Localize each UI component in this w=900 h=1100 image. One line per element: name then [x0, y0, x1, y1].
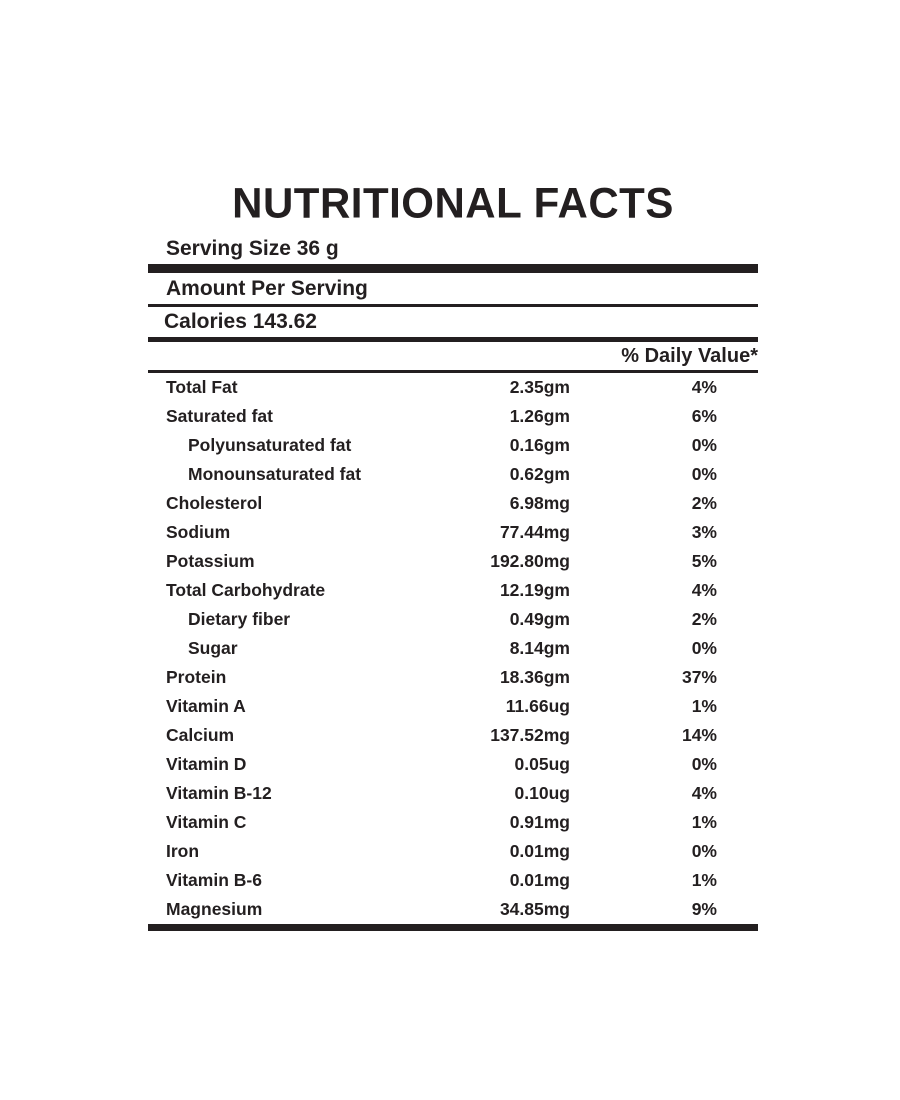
table-row: Protein 18.36gm 37%	[148, 663, 758, 692]
nutrient-daily-value: 6%	[691, 406, 717, 426]
nutrient-amount: 0.05ug	[514, 754, 570, 774]
nutrient-daily-value: 37%	[681, 667, 717, 687]
nutrient-daily-value: 2%	[691, 609, 717, 629]
nutrient-daily-value: 0%	[691, 638, 717, 658]
nutrient-amount: 34.85mg	[499, 899, 570, 919]
nutrient-amount: 18.36gm	[499, 667, 570, 687]
nutrient-name: Vitamin B-12	[166, 783, 272, 803]
divider-thin-2	[148, 370, 758, 373]
table-row: Calcium 137.52mg 14%	[148, 721, 758, 750]
table-row: Cholesterol 6.98mg 2%	[148, 489, 758, 518]
nutrient-daily-value: 1%	[691, 696, 717, 716]
nutrient-daily-value: 0%	[691, 841, 717, 861]
nutrient-amount: 0.01mg	[509, 870, 570, 890]
table-row: Monounsaturated fat 0.62gm 0%	[148, 460, 758, 489]
table-row: Potassium 192.80mg 5%	[148, 547, 758, 576]
nutrient-name: Sugar	[188, 638, 238, 658]
nutrient-amount: 6.98mg	[509, 493, 570, 513]
table-row: Vitamin C 0.91mg 1%	[148, 808, 758, 837]
table-row: Iron 0.01mg 0%	[148, 837, 758, 866]
nutrient-name: Vitamin C	[166, 812, 247, 832]
nutrient-name: Saturated fat	[166, 406, 273, 426]
nutrient-name: Vitamin B-6	[166, 870, 262, 890]
nutrient-name: Magnesium	[166, 899, 263, 919]
nutrient-name: Total Fat	[166, 377, 238, 397]
nutrient-amount: 137.52mg	[490, 725, 570, 745]
nutrient-amount: 1.26gm	[509, 406, 570, 426]
table-row: Magnesium 34.85mg 9%	[148, 895, 758, 924]
nutrient-amount: 2.35gm	[509, 377, 570, 397]
divider-top-bar	[148, 264, 758, 273]
nutrient-amount: 192.80mg	[490, 551, 570, 571]
calories: Calories 143.62	[164, 310, 317, 333]
table-row: Total Fat 2.35gm 4%	[148, 373, 758, 402]
nutrient-amount: 0.01mg	[509, 841, 570, 861]
divider-thin-1	[148, 304, 758, 307]
nutrient-name: Potassium	[166, 551, 255, 571]
nutrient-amount: 0.10ug	[514, 783, 570, 803]
divider-bottom-bar	[148, 924, 758, 931]
divider-medium	[148, 337, 758, 342]
amount-per-serving: Amount Per Serving	[166, 277, 368, 300]
nutrient-daily-value: 1%	[691, 870, 717, 890]
nutrient-amount: 0.49gm	[509, 609, 570, 629]
nutrient-daily-value: 4%	[691, 783, 717, 803]
nutrient-daily-value: 0%	[691, 464, 717, 484]
nutrient-daily-value: 0%	[691, 754, 717, 774]
nutrition-label: NUTRITIONAL FACTS Serving Size 36 g Amou…	[148, 178, 758, 931]
table-row: Vitamin A 11.66ug 1%	[148, 692, 758, 721]
nutrient-name: Vitamin A	[166, 696, 246, 716]
table-row: Polyunsaturated fat 0.16gm 0%	[148, 431, 758, 460]
table-row: Sugar 8.14gm 0%	[148, 634, 758, 663]
nutrient-daily-value: 14%	[681, 725, 717, 745]
table-row: Total Carbohydrate 12.19gm 4%	[148, 576, 758, 605]
nutrient-name: Total Carbohydrate	[166, 580, 326, 600]
label-title: NUTRITIONAL FACTS	[232, 178, 674, 227]
table-row: Sodium 77.44mg 3%	[148, 518, 758, 547]
nutrient-amount: 12.19gm	[499, 580, 570, 600]
nutrient-daily-value: 4%	[691, 580, 717, 600]
nutrient-amount: 0.16gm	[509, 435, 570, 455]
nutrient-amount: 77.44mg	[499, 522, 570, 542]
nutrient-amount: 0.62gm	[509, 464, 570, 484]
nutrient-name: Cholesterol	[166, 493, 263, 513]
nutrient-name: Monounsaturated fat	[188, 464, 362, 484]
nutrient-amount: 8.14gm	[509, 638, 570, 658]
nutrient-daily-value: 3%	[691, 522, 717, 542]
daily-value-header: % Daily Value*	[621, 345, 758, 367]
nutrient-daily-value: 5%	[691, 551, 717, 571]
table-row: Vitamin B-6 0.01mg 1%	[148, 866, 758, 895]
nutrient-daily-value: 4%	[691, 377, 717, 397]
nutrient-name: Dietary fiber	[188, 609, 291, 629]
nutrient-name: Polyunsaturated fat	[188, 435, 352, 455]
nutrient-name: Sodium	[166, 522, 231, 542]
table-row: Saturated fat 1.26gm 6%	[148, 402, 758, 431]
table-row: Vitamin B-12 0.10ug 4%	[148, 779, 758, 808]
nutrient-daily-value: 9%	[691, 899, 717, 919]
nutrient-amount: 11.66ug	[505, 696, 570, 716]
nutrient-daily-value: 2%	[691, 493, 717, 513]
table-row: Dietary fiber 0.49gm 2%	[148, 605, 758, 634]
nutrient-daily-value: 0%	[691, 435, 717, 455]
nutrient-amount: 0.91mg	[509, 812, 570, 832]
nutrient-rows: Total Fat 2.35gm 4% Saturated fat 1.26gm…	[148, 373, 758, 924]
serving-size: Serving Size 36 g	[166, 237, 339, 260]
table-row: Vitamin D 0.05ug 0%	[148, 750, 758, 779]
nutrient-name: Calcium	[166, 725, 235, 745]
nutrient-name: Vitamin D	[166, 754, 247, 774]
nutrient-daily-value: 1%	[691, 812, 717, 832]
nutrient-name: Iron	[166, 841, 200, 861]
nutrient-name: Protein	[166, 667, 227, 687]
